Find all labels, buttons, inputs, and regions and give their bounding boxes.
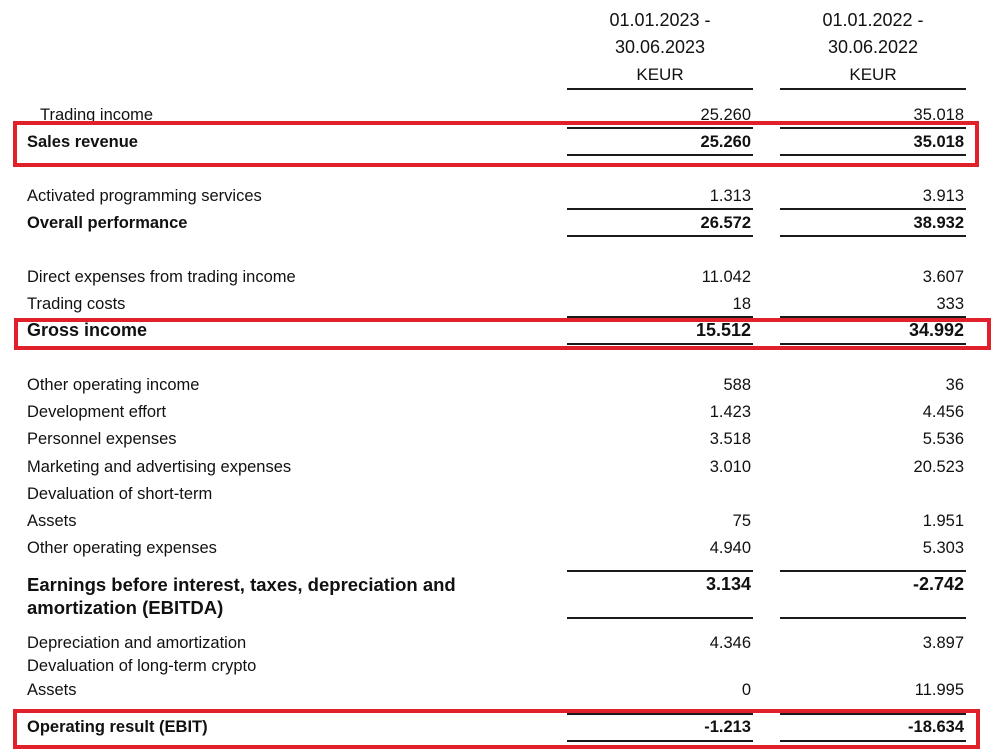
- value-2022: 4.456: [922, 403, 964, 421]
- row-label-sales-revenue: Sales revenue: [27, 133, 138, 151]
- column-header-2022: 01.01.2022 - 30.06.2022 KEUR: [773, 7, 973, 88]
- row-label-other-operating-income: Other operating income: [27, 376, 200, 394]
- row-label-ebit: Operating result (EBIT): [27, 718, 208, 736]
- sum-rule: [780, 617, 966, 619]
- sum-rule: [780, 316, 966, 318]
- value-2022: 3.913: [922, 187, 964, 205]
- sum-rule: [567, 316, 753, 318]
- value-2023: 4.940: [709, 539, 751, 557]
- value-2023: 75: [732, 512, 751, 530]
- value-2022: 38.932: [913, 214, 964, 232]
- value-2022: -18.634: [908, 718, 964, 736]
- row-label-marketing-expenses: Marketing and advertising expenses: [27, 458, 292, 476]
- sum-rule: [780, 570, 966, 572]
- value-2022: 5.303: [922, 539, 964, 557]
- value-2023: 15.512: [695, 320, 751, 340]
- row-label-overall-performance: Overall performance: [27, 214, 188, 232]
- unit-label: KEUR: [636, 65, 684, 84]
- value-2022: 34.992: [908, 320, 964, 340]
- unit-label: KEUR: [849, 65, 897, 84]
- row-label-other-operating-expenses: Other operating expenses: [27, 539, 217, 557]
- value-2022: 11.995: [914, 681, 964, 699]
- row-label-trading-income: Trading income: [40, 106, 154, 124]
- row-label-development-effort: Development effort: [27, 403, 167, 421]
- period-end: 30.06.2022: [827, 37, 919, 57]
- ebitda-line1: Earnings before interest, taxes, depreci…: [27, 574, 456, 595]
- period-end: 30.06.2023: [614, 37, 706, 57]
- sum-rule: [567, 235, 753, 237]
- sum-rule: [780, 208, 966, 210]
- sum-rule: [567, 740, 753, 742]
- row-label-depreciation: Depreciation and amortization: [27, 634, 247, 652]
- row-label-personnel-expenses: Personnel expenses: [27, 430, 177, 448]
- row-label-direct-expenses: Direct expenses from trading income: [27, 268, 296, 286]
- highlight-box-gross-income: [14, 318, 991, 350]
- value-2023: 1.423: [709, 403, 751, 421]
- value-2022: 5.536: [922, 430, 964, 448]
- value-2023: 1.313: [709, 187, 751, 205]
- row-label-trading-costs: Trading costs: [27, 295, 126, 313]
- highlight-box-sales-revenue: [13, 121, 979, 167]
- value-2022: 36: [945, 376, 964, 394]
- value-2022: 3.607: [922, 268, 964, 286]
- value-2023: 3.010: [709, 458, 751, 476]
- row-label-activated-programming: Activated programming services: [27, 187, 262, 205]
- sum-rule: [780, 713, 966, 715]
- row-label-devaluation-short-term: Devaluation of short-term: [27, 485, 213, 503]
- sum-rule: [780, 127, 966, 129]
- sum-rule: [567, 713, 753, 715]
- sum-rule: [567, 154, 753, 156]
- row-label-devaluation-long-term-assets: Assets: [27, 681, 77, 699]
- row-label-ebitda: Earnings before interest, taxes, depreci…: [27, 573, 456, 619]
- header-rule: [780, 88, 966, 90]
- sum-rule: [567, 617, 753, 619]
- row-label-devaluation-long-term: Devaluation of long-term crypto: [27, 657, 257, 675]
- value-2023: 4.346: [709, 634, 751, 652]
- value-2022: 1.951: [922, 512, 964, 530]
- value-2023: -1.213: [704, 718, 751, 736]
- row-label-devaluation-short-term-assets: Assets: [27, 512, 77, 530]
- value-2022: 333: [936, 295, 964, 313]
- value-2022: 35.018: [913, 133, 964, 151]
- value-2023: 11.042: [701, 268, 751, 286]
- value-2023: 3.518: [709, 430, 751, 448]
- period-start: 01.01.2022 -: [822, 10, 924, 30]
- ebitda-line2: amortization (EBITDA): [27, 597, 224, 618]
- sum-rule: [780, 235, 966, 237]
- value-2022: 20.523: [913, 458, 964, 476]
- sum-rule: [780, 154, 966, 156]
- sum-rule: [567, 570, 753, 572]
- value-2023: 3.134: [705, 574, 751, 594]
- sum-rule: [780, 740, 966, 742]
- period-start: 01.01.2023 -: [609, 10, 711, 30]
- value-2023: 18: [732, 295, 751, 313]
- value-2023: 25.260: [700, 133, 751, 151]
- sum-rule: [567, 343, 753, 345]
- column-header-2023: 01.01.2023 - 30.06.2023 KEUR: [560, 7, 760, 88]
- sum-rule: [567, 127, 753, 129]
- sum-rule: [780, 343, 966, 345]
- value-2023: 26.572: [700, 214, 751, 232]
- value-2022: 35.018: [913, 106, 964, 124]
- value-2023: 588: [723, 376, 751, 394]
- highlight-box-ebit: [13, 709, 980, 749]
- value-2022: -2.742: [912, 574, 964, 594]
- value-2023: 0: [741, 681, 751, 699]
- value-2023: 25.260: [700, 106, 751, 124]
- sum-rule: [567, 208, 753, 210]
- row-label-gross-income: Gross income: [27, 320, 148, 340]
- header-rule: [567, 88, 753, 90]
- value-2022: 3.897: [922, 634, 964, 652]
